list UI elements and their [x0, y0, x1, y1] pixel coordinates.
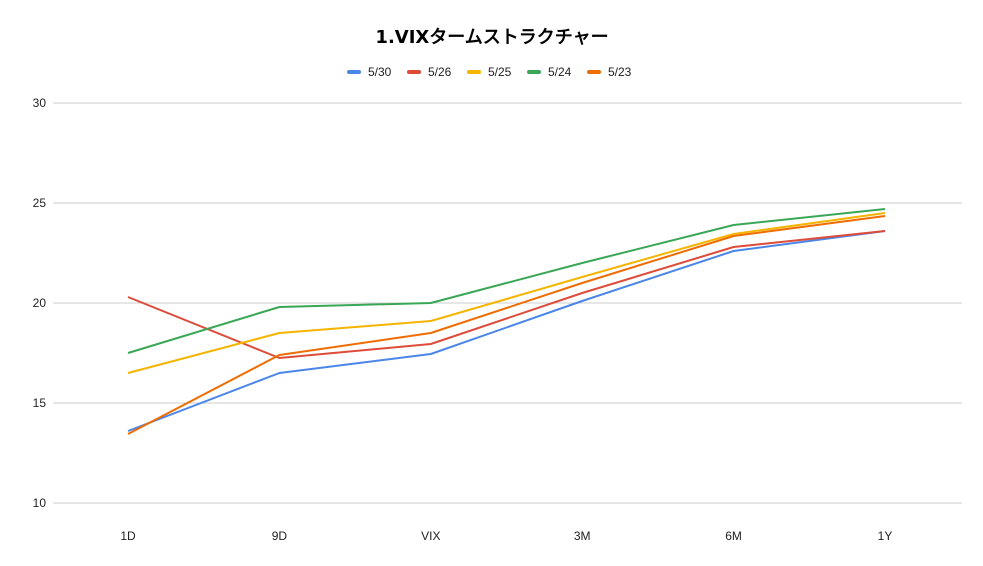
y-axis: 10 15 20 25 30 [33, 96, 47, 510]
chart-legend: 5/30 5/26 5/25 5/24 5/23 [347, 65, 632, 79]
legend-label: 5/25 [488, 65, 512, 79]
y-tick-label: 30 [33, 96, 47, 110]
chart-gridlines [53, 102, 962, 504]
y-tick-label: 25 [33, 196, 47, 210]
x-tick-label: 9D [272, 529, 288, 543]
x-tick-label: VIX [421, 529, 440, 543]
x-tick-label: 3M [574, 529, 591, 543]
series-line-5-24 [127, 208, 886, 354]
legend-label: 5/26 [428, 65, 452, 79]
legend-label: 5/23 [608, 65, 632, 79]
y-tick-label: 20 [33, 296, 47, 310]
y-tick-label: 10 [33, 496, 47, 510]
legend-item: 5/25 [467, 65, 512, 79]
legend-label: 5/24 [548, 65, 572, 79]
y-tick-label: 15 [33, 396, 47, 410]
chart-series [127, 208, 886, 435]
x-tick-label: 1D [120, 529, 136, 543]
x-tick-label: 6M [725, 529, 742, 543]
series-line-5-25 [127, 212, 886, 374]
legend-label: 5/30 [368, 65, 392, 79]
legend-item: 5/26 [407, 65, 452, 79]
legend-item: 5/23 [587, 65, 632, 79]
series-line-5-26 [127, 230, 886, 359]
series-line-5-30 [127, 230, 886, 432]
chart-title: 1.VIXタームストラクチャー [375, 27, 608, 48]
legend-item: 5/30 [347, 65, 392, 79]
x-axis: 1D 9D VIX 3M 6M 1Y [120, 529, 892, 543]
x-tick-label: 1Y [878, 529, 893, 543]
series-line-5-23 [127, 215, 886, 435]
legend-item: 5/24 [527, 65, 572, 79]
